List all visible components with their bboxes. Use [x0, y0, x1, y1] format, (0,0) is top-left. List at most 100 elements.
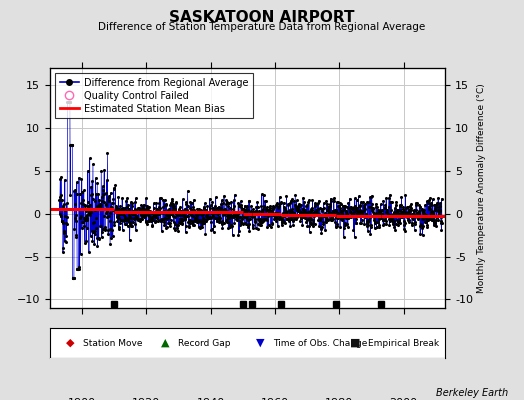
Point — [362, 210, 370, 217]
Point — [376, 212, 384, 218]
Point — [238, 216, 246, 222]
Point — [79, 206, 88, 212]
Point — [263, 217, 271, 223]
Point — [261, 206, 270, 212]
Point — [201, 200, 209, 207]
Point — [190, 207, 199, 214]
Point — [257, 219, 266, 225]
Point — [230, 214, 238, 220]
Point — [234, 232, 243, 238]
Point — [331, 219, 340, 226]
Point — [64, 99, 72, 106]
Point — [423, 198, 431, 204]
Point — [294, 203, 303, 210]
Point — [377, 215, 386, 221]
Point — [195, 217, 204, 224]
Point — [171, 200, 180, 206]
Point — [384, 213, 392, 219]
Point — [145, 216, 153, 223]
Point — [257, 203, 266, 210]
Point — [403, 216, 412, 223]
Point — [379, 198, 388, 204]
Point — [362, 212, 370, 219]
Point — [330, 208, 339, 214]
Point — [415, 202, 423, 208]
Point — [345, 214, 353, 220]
Point — [428, 208, 436, 214]
Point — [354, 208, 362, 214]
Point — [298, 222, 307, 228]
Point — [104, 226, 112, 233]
Point — [368, 207, 377, 213]
Point — [184, 210, 193, 216]
Point — [427, 211, 435, 218]
Point — [183, 207, 191, 213]
Point — [389, 216, 397, 223]
Point — [128, 211, 137, 218]
Point — [287, 216, 295, 222]
Point — [324, 216, 332, 223]
Point — [242, 221, 250, 228]
Point — [236, 217, 245, 224]
Point — [338, 216, 346, 222]
Point — [369, 209, 377, 216]
Point — [285, 216, 293, 222]
Point — [124, 208, 133, 214]
Point — [327, 217, 335, 223]
Point — [272, 213, 281, 219]
Point — [403, 214, 411, 220]
Point — [300, 212, 309, 218]
Point — [387, 207, 396, 213]
Point — [391, 221, 400, 227]
Point — [105, 210, 114, 216]
Point — [334, 198, 342, 205]
Point — [97, 168, 105, 174]
Point — [308, 205, 316, 211]
Point — [280, 213, 289, 220]
Point — [237, 202, 246, 208]
Point — [182, 213, 191, 220]
Point — [233, 216, 242, 222]
Point — [222, 197, 231, 203]
Point — [135, 209, 143, 216]
Point — [255, 217, 263, 223]
Point — [241, 202, 249, 209]
Point — [194, 206, 203, 212]
Point — [434, 195, 442, 201]
Point — [106, 190, 115, 196]
Point — [313, 201, 321, 208]
Point — [398, 208, 406, 215]
Point — [392, 198, 400, 205]
Point — [150, 219, 159, 226]
Point — [351, 234, 359, 240]
Point — [225, 212, 233, 219]
Point — [337, 208, 346, 214]
Point — [304, 208, 312, 215]
Point — [412, 200, 421, 206]
Point — [105, 193, 113, 199]
Point — [247, 210, 256, 217]
Point — [309, 212, 318, 218]
Point — [374, 213, 382, 220]
Point — [365, 204, 373, 210]
Point — [428, 196, 436, 202]
Point — [130, 214, 138, 221]
Point — [302, 210, 311, 217]
Point — [293, 207, 302, 213]
Point — [305, 208, 314, 214]
Point — [102, 201, 110, 207]
Point — [332, 208, 340, 215]
Point — [258, 191, 266, 198]
Point — [117, 206, 125, 212]
Point — [280, 212, 289, 218]
Point — [239, 213, 247, 220]
Point — [275, 215, 283, 222]
Point — [232, 210, 240, 216]
Point — [390, 209, 399, 215]
Point — [432, 217, 440, 224]
Point — [225, 219, 234, 226]
Point — [349, 212, 357, 218]
Point — [397, 210, 406, 217]
Point — [293, 203, 302, 209]
Point — [289, 212, 298, 218]
